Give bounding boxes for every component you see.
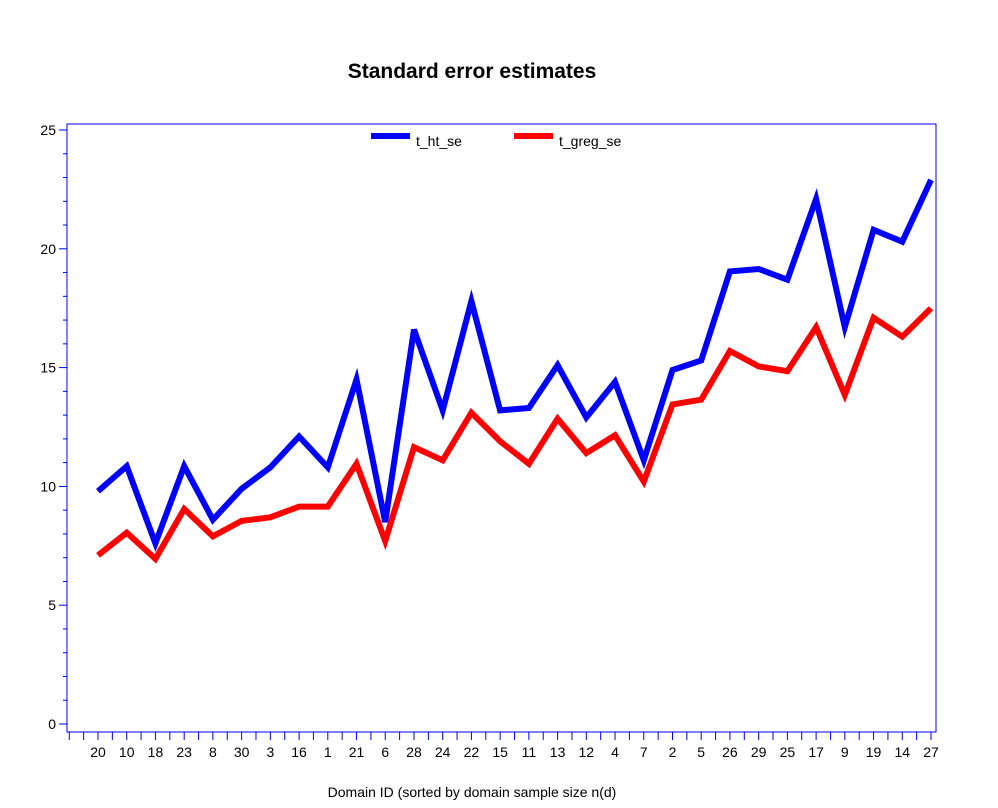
x-tick-label: 21	[349, 744, 365, 760]
x-axis-label: Domain ID (sorted by domain sample size …	[328, 784, 617, 800]
x-tick-label: 14	[894, 744, 910, 760]
x-tick-label: 5	[697, 744, 705, 760]
x-tick-label: 26	[722, 744, 738, 760]
series-layer	[96, 178, 934, 564]
y-tick-label: 25	[40, 122, 56, 138]
x-tick-label: 30	[234, 744, 250, 760]
x-tick-label: 10	[119, 744, 135, 760]
x-tick-label: 18	[148, 744, 164, 760]
x-tick-label: 1	[324, 744, 332, 760]
legend-label-t-greg-se: t_greg_se	[559, 133, 621, 149]
x-tick-label: 19	[866, 744, 882, 760]
x-tick-label: 23	[176, 744, 192, 760]
chart-title: Standard error estimates	[348, 60, 597, 83]
x-tick-label: 11	[522, 744, 537, 760]
x-tick-label: 7	[640, 744, 648, 760]
x-tick-label: 17	[808, 744, 824, 760]
y-axis: 0 5 10 15 20 25	[40, 122, 67, 732]
y-tick-label: 0	[48, 716, 56, 732]
x-tick-label: 16	[291, 744, 307, 760]
x-tick-label: 4	[611, 744, 619, 760]
x-tick-label: 13	[550, 744, 566, 760]
y-tick-label: 5	[48, 597, 56, 613]
legend: t_ht_se t_greg_se	[371, 133, 621, 149]
x-tick-label: 28	[406, 744, 422, 760]
x-tick-label: 2	[669, 744, 677, 760]
x-tick-label: 15	[492, 744, 508, 760]
plot-frame	[66, 123, 937, 733]
x-tick-label: 9	[841, 744, 849, 760]
x-tick-label: 6	[381, 744, 389, 760]
x-tick-label: 24	[435, 744, 451, 760]
y-tick-label: 20	[40, 241, 56, 257]
y-tick-label: 15	[40, 360, 56, 376]
x-tick-label: 20	[90, 744, 106, 760]
x-tick-label: 29	[751, 744, 767, 760]
series-line-t-greg-se	[96, 306, 934, 564]
x-tick-label: 12	[579, 744, 595, 760]
y-tick-label: 10	[40, 478, 56, 494]
x-tick-label: 27	[923, 744, 939, 760]
x-axis: 20 10 18 23 8 30 3 16 1 21 6 28 24 22 15 11 13 12 4 7 2 5 26 29…	[68, 732, 939, 760]
x-tick-label: 25	[780, 744, 796, 760]
x-tick-label: 8	[209, 744, 217, 760]
series-line-t-ht-se	[96, 178, 934, 552]
legend-label-t-ht-se: t_ht_se	[416, 133, 462, 149]
x-tick-label: 22	[464, 744, 480, 760]
x-tick-label: 3	[266, 744, 274, 760]
